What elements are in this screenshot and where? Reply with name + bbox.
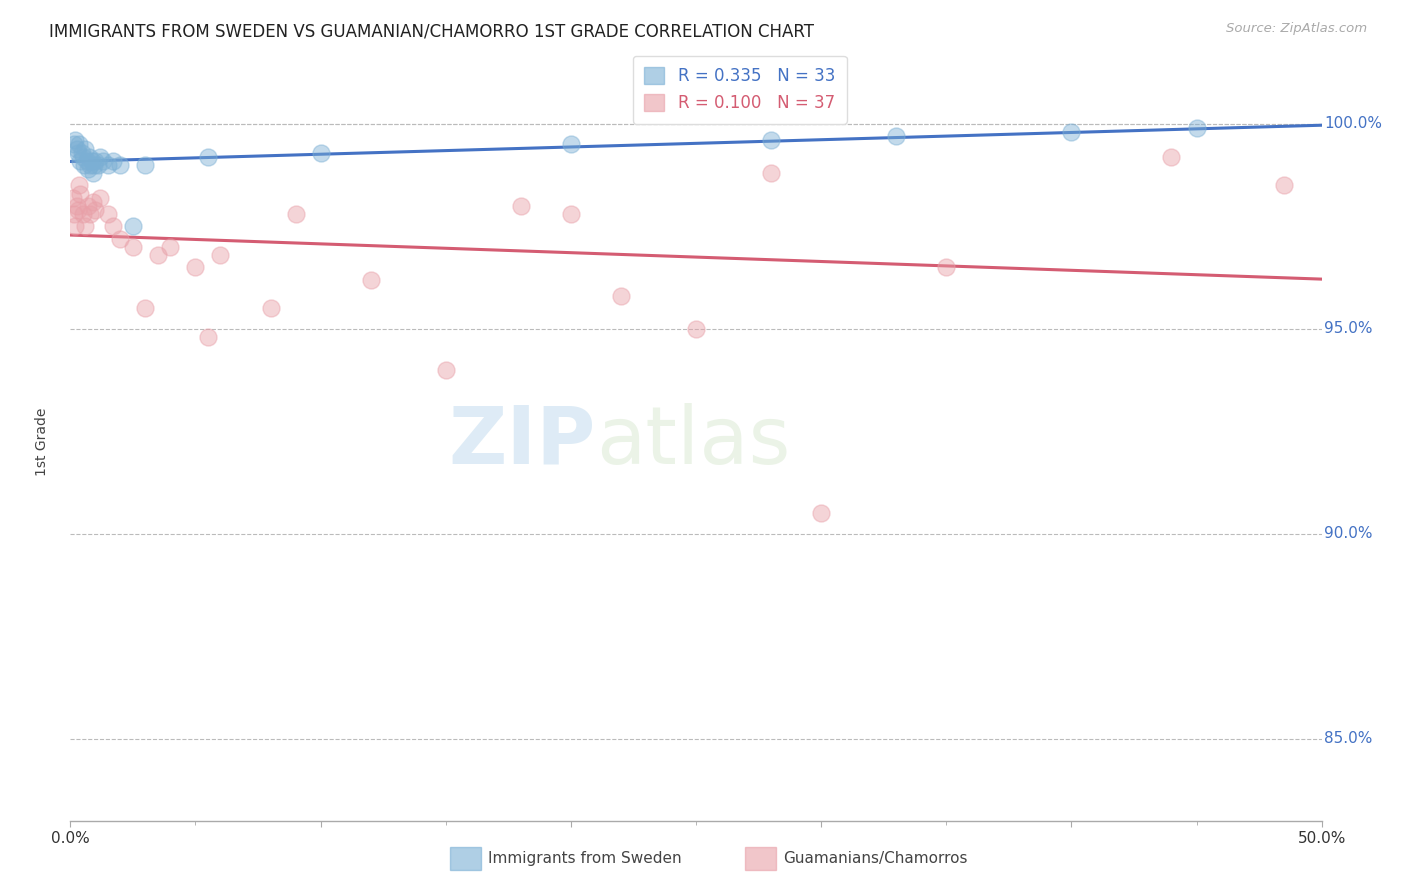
Point (97, 207, 120, 221)
Point (76, 199, 98, 213)
Point (76, 153, 98, 168)
Point (65, 141, 87, 155)
Point (560, 137, 582, 152)
Point (70, 145, 93, 160)
Point (69, 153, 91, 168)
Point (66, 145, 89, 160)
Text: atlas: atlas (596, 402, 790, 481)
Text: 100.0%: 100.0% (1324, 117, 1382, 131)
Point (184, 260, 207, 275)
Point (197, 330, 219, 344)
Point (1160, 150, 1182, 164)
Point (259, 301, 281, 316)
Text: Source: ZipAtlas.com: Source: ZipAtlas.com (1226, 22, 1367, 36)
Point (84, 202, 107, 217)
Point (884, 129, 907, 144)
Point (360, 273, 382, 287)
Point (65, 199, 87, 213)
Text: 90.0%: 90.0% (1324, 526, 1372, 541)
Point (1185, 121, 1208, 136)
Point (65, 133, 87, 147)
Point (197, 150, 219, 164)
Point (65, 219, 87, 234)
Point (560, 207, 582, 221)
Point (77, 150, 100, 164)
Point (87, 158, 110, 172)
Point (209, 248, 232, 262)
Text: IMMIGRANTS FROM SWEDEN VS GUAMANIAN/CHAMORRO 1ST GRADE CORRELATION CHART: IMMIGRANTS FROM SWEDEN VS GUAMANIAN/CHAM… (49, 22, 814, 40)
Point (134, 158, 156, 172)
Point (67, 178, 90, 193)
Point (610, 289, 633, 303)
Point (110, 232, 132, 246)
Point (935, 260, 957, 275)
Point (434, 363, 457, 377)
Point (73, 158, 96, 172)
Point (62, 191, 84, 205)
Y-axis label: 1st Grade: 1st Grade (35, 408, 49, 475)
Text: ZIP: ZIP (449, 402, 596, 481)
Point (63, 137, 86, 152)
Point (284, 207, 307, 221)
Point (75, 141, 97, 155)
Point (79, 158, 101, 172)
Point (509, 199, 531, 213)
Point (67, 137, 90, 152)
Text: 85.0%: 85.0% (1324, 731, 1372, 747)
Point (101, 219, 124, 234)
Point (101, 153, 124, 168)
Point (89, 191, 111, 205)
Point (309, 145, 332, 160)
Point (79, 207, 101, 221)
Point (84, 153, 107, 168)
Point (72, 150, 94, 164)
Point (72, 207, 94, 221)
Point (1272, 178, 1295, 193)
Point (76, 161, 98, 176)
Point (134, 301, 156, 316)
Point (89, 150, 111, 164)
Point (83, 158, 105, 172)
Point (75, 219, 97, 234)
Text: 95.0%: 95.0% (1324, 321, 1372, 336)
Point (146, 248, 169, 262)
Text: Immigrants from Sweden: Immigrants from Sweden (488, 851, 682, 866)
Point (110, 158, 132, 172)
Point (69, 186, 91, 201)
Text: Guamanians/Chamorros: Guamanians/Chamorros (783, 851, 967, 866)
Point (66, 202, 89, 217)
Point (1060, 125, 1083, 139)
Point (685, 322, 707, 336)
Point (80, 153, 103, 168)
Point (82, 194, 104, 209)
Legend: R = 0.335   N = 33, R = 0.100   N = 37: R = 0.335 N = 33, R = 0.100 N = 37 (633, 55, 846, 124)
Point (97, 158, 120, 172)
Point (810, 506, 832, 520)
Point (91, 153, 114, 168)
Point (121, 219, 145, 234)
Point (759, 133, 782, 147)
Point (82, 166, 104, 180)
Point (121, 240, 145, 254)
Point (159, 240, 181, 254)
Point (63, 207, 86, 221)
Point (759, 166, 782, 180)
